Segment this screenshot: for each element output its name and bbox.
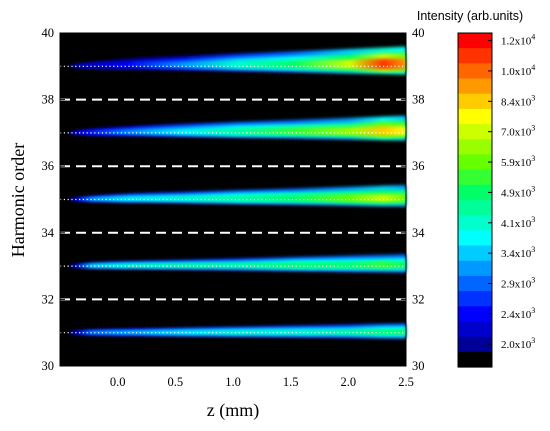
x-tick-label: 1.0 bbox=[225, 375, 241, 389]
colorbar-tick-label: 5.9x103 bbox=[501, 154, 535, 169]
colorbar-segment bbox=[458, 260, 492, 277]
colorbar-segment bbox=[458, 245, 492, 262]
colorbar-tick-label: 2.9x103 bbox=[501, 276, 535, 291]
colorbar-tick-label: 8.4x103 bbox=[501, 93, 535, 108]
gridlines bbox=[60, 98, 406, 301]
harmonic-band-core bbox=[69, 58, 406, 70]
colorbar-tick-label: 4.1x103 bbox=[501, 215, 535, 230]
y-tick-label-left: 40 bbox=[42, 26, 55, 40]
y-tick-label-right: 36 bbox=[412, 159, 425, 173]
y-axis-left: 30 32 34 36 38 40 bbox=[42, 26, 65, 373]
y-tick-label-left: 34 bbox=[42, 226, 55, 240]
colorbar-segment bbox=[458, 154, 492, 171]
colorbar-segment bbox=[458, 93, 492, 110]
y-tick-label-right: 30 bbox=[412, 359, 425, 373]
harmonic-band-core bbox=[69, 329, 406, 335]
y-tick-label-right: 32 bbox=[412, 292, 425, 306]
colorbar-segment bbox=[458, 169, 492, 186]
colorbar-segment bbox=[458, 336, 492, 353]
colorbar-tick-label: 2.4x103 bbox=[501, 306, 535, 321]
x-tick-label: 2.5 bbox=[398, 375, 414, 389]
colorbar-tick-label: 3.4x103 bbox=[501, 245, 535, 260]
y-tick-label-left: 32 bbox=[42, 292, 55, 306]
harmonic-band-core bbox=[69, 126, 406, 136]
y-axis-right: 30 32 34 36 38 40 bbox=[401, 26, 425, 373]
x-tick-label: 0.0 bbox=[110, 375, 126, 389]
colorbar-tick-label: 1.2x104 bbox=[501, 33, 535, 48]
y-tick-label-right: 38 bbox=[412, 93, 425, 107]
harmonic-band-core bbox=[69, 193, 406, 203]
harmonic-bands bbox=[60, 46, 406, 339]
y-tick-label-right: 40 bbox=[412, 26, 425, 40]
x-tick-label: 0.5 bbox=[168, 375, 184, 389]
colorbar-segment bbox=[458, 139, 492, 156]
colorbar-segment bbox=[458, 291, 492, 307]
x-tick-label: 2.0 bbox=[341, 375, 357, 389]
y-axis-title: Harmonic order bbox=[8, 143, 28, 257]
harmonic-band-core bbox=[69, 261, 406, 269]
x-axis: 0.0 0.5 1.0 1.5 2.0 2.5 bbox=[110, 361, 414, 389]
colorbar-segment bbox=[458, 63, 492, 80]
colorbar-segment bbox=[458, 275, 492, 292]
y-tick-label-left: 30 bbox=[42, 359, 55, 373]
colorbar-segment bbox=[458, 78, 492, 95]
colorbar-tick-label: 4.9x103 bbox=[501, 184, 535, 199]
colorbar-segment bbox=[458, 215, 492, 231]
colorbar-tick-label: 7.0x103 bbox=[501, 124, 535, 139]
colorbar-segment bbox=[458, 200, 492, 216]
colorbar-segment bbox=[458, 230, 492, 247]
colorbar-segment bbox=[458, 306, 492, 323]
colorbar-segment bbox=[458, 124, 492, 140]
colorbar: 1.2x104 1.0x104 8.4x103 7.0x103 5.9x103 4.9x1… bbox=[457, 32, 535, 368]
colorbar-segment bbox=[458, 184, 492, 201]
colorbar-segment bbox=[458, 321, 492, 338]
y-tick-label-right: 34 bbox=[412, 226, 425, 240]
colorbar-segment bbox=[458, 108, 492, 125]
colorbar-tick-label: 2.0x103 bbox=[501, 336, 535, 351]
y-tick-label-left: 38 bbox=[42, 93, 55, 107]
x-axis-title: z (mm) bbox=[207, 400, 259, 421]
colorbar-segment bbox=[458, 33, 492, 49]
colorbar-tick-label: 1.0x104 bbox=[501, 63, 535, 78]
colorbar-segment bbox=[458, 351, 492, 368]
colorbar-title: Intensity (arb.units) bbox=[417, 9, 523, 23]
x-tick-label: 1.5 bbox=[283, 375, 299, 389]
y-tick-label-left: 36 bbox=[42, 159, 55, 173]
colorbar-segment bbox=[458, 48, 492, 64]
colorbar-frame bbox=[457, 32, 493, 368]
